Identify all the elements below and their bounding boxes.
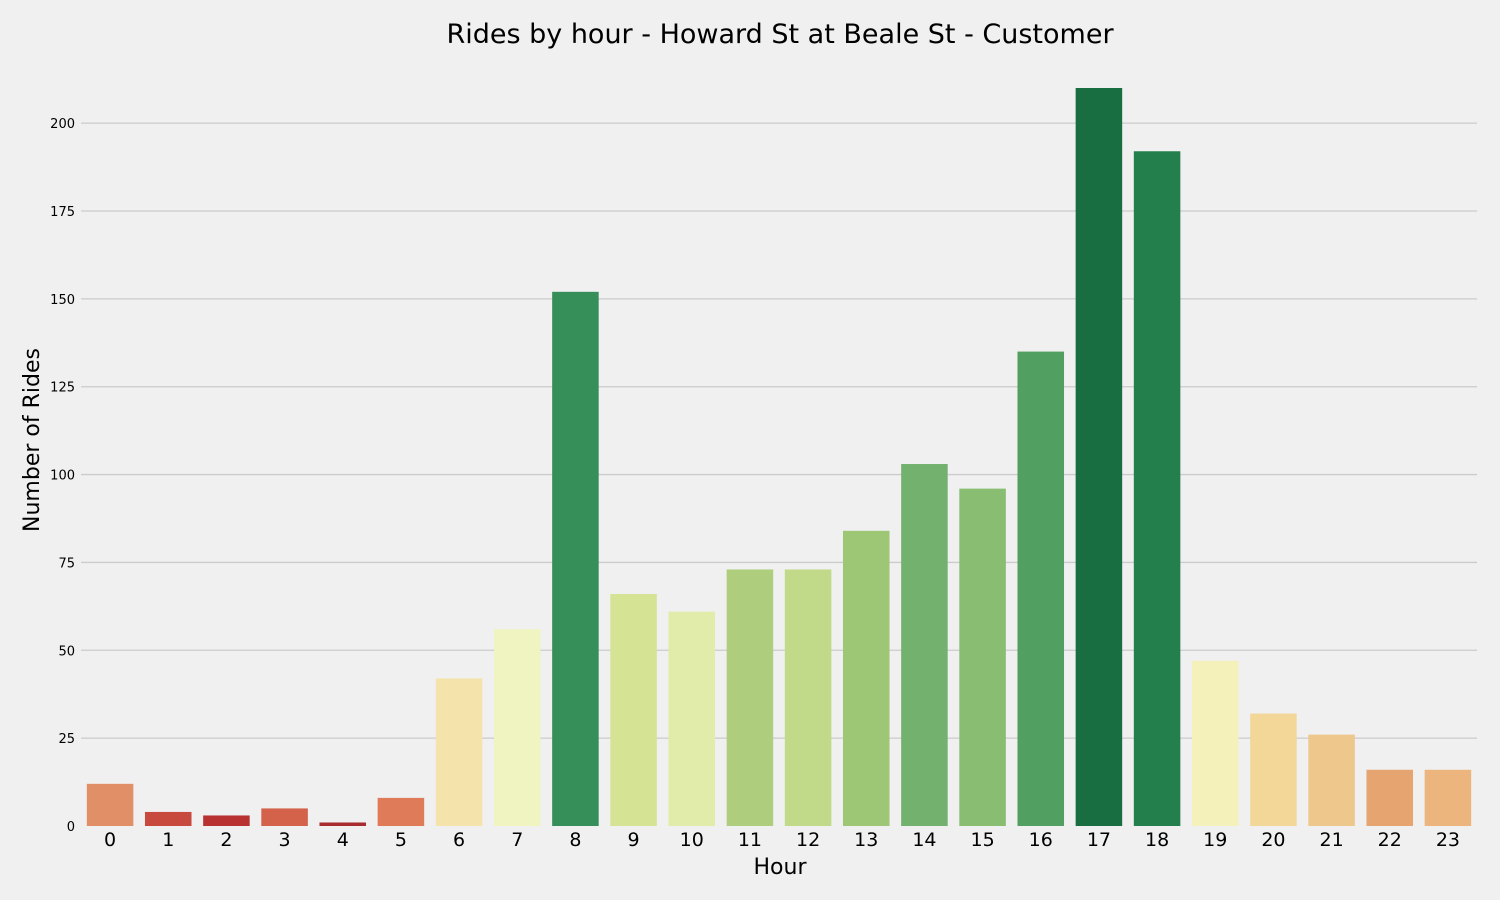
bar-hour-23: [1424, 769, 1472, 826]
x-tick-label: 7: [511, 829, 523, 851]
x-tick-label: 21: [1319, 829, 1343, 851]
x-tick-label: 18: [1145, 829, 1169, 851]
x-tick-label: 1: [162, 829, 174, 851]
x-tick-label: 4: [337, 829, 349, 851]
bar-hour-12: [784, 569, 832, 826]
bar-hour-10: [668, 611, 716, 826]
y-axis-label: Number of Rides: [20, 348, 45, 532]
bar-hour-20: [1250, 713, 1297, 826]
bar-hour-1: [144, 811, 192, 826]
y-tick-label: 200: [50, 117, 75, 132]
x-tick-label: 14: [912, 829, 936, 851]
x-tick-label: 19: [1203, 829, 1227, 851]
bar-hour-13: [842, 530, 890, 826]
bar-hour-7: [493, 629, 541, 826]
bar-hour-19: [1191, 660, 1239, 826]
bar-hour-8: [552, 291, 599, 826]
x-tick-label: 12: [796, 829, 820, 851]
bar-hour-22: [1366, 769, 1414, 826]
x-tick-label: 9: [628, 829, 640, 851]
x-tick-label: 6: [453, 829, 465, 851]
bar-hour-5: [377, 797, 425, 826]
x-tick-label: 16: [1029, 829, 1053, 851]
x-tick-label: 17: [1087, 829, 1111, 851]
x-tick-labels: 0 1 2 3 4 5 6 7 8 9 10 11 12 13 14 15 16 17 18 19 20 21 22 23: [104, 829, 1460, 851]
y-tick-label: 0: [67, 820, 75, 835]
bar-hour-21: [1308, 734, 1355, 826]
x-tick-label: 0: [104, 829, 116, 851]
bar-hour-15: [959, 488, 1006, 826]
x-tick-label: 23: [1436, 829, 1460, 851]
bars: [86, 88, 1472, 826]
y-tick-label: 175: [50, 205, 75, 220]
bar-hour-11: [726, 569, 774, 826]
bar-hour-9: [610, 594, 657, 826]
y-tick-label: 50: [58, 644, 75, 659]
bar-hour-2: [203, 815, 250, 826]
y-tick-label: 25: [58, 732, 75, 747]
bar-hour-4: [319, 822, 367, 826]
x-tick-label: 20: [1261, 829, 1285, 851]
x-tick-label: 10: [680, 829, 704, 851]
x-tick-label: 2: [220, 829, 232, 851]
x-tick-label: 15: [970, 829, 994, 851]
bar-hour-0: [86, 783, 134, 826]
bar-hour-18: [1133, 151, 1181, 826]
bar-hour-16: [1017, 351, 1065, 826]
bar-hour-3: [261, 808, 308, 826]
y-tick-label: 100: [50, 469, 75, 484]
chart-title: Rides by hour - Howard St at Beale St - …: [446, 19, 1114, 50]
gridlines: [81, 122, 1477, 739]
bar-hour-17: [1075, 88, 1123, 826]
x-tick-label: 3: [279, 829, 291, 851]
x-tick-label: 13: [854, 829, 878, 851]
x-tick-label: 22: [1378, 829, 1402, 851]
y-tick-label: 125: [50, 381, 75, 396]
x-axis-label: Hour: [754, 855, 808, 880]
x-tick-label: 8: [569, 829, 581, 851]
x-tick-label: 5: [395, 829, 407, 851]
x-tick-label: 11: [738, 829, 762, 851]
bar-hour-14: [901, 464, 948, 826]
bar-hour-6: [435, 678, 483, 826]
y-tick-labels: 0 25 50 75 100 125 150 175 200: [50, 117, 75, 835]
y-tick-label: 75: [58, 556, 75, 571]
y-tick-label: 150: [50, 293, 75, 308]
